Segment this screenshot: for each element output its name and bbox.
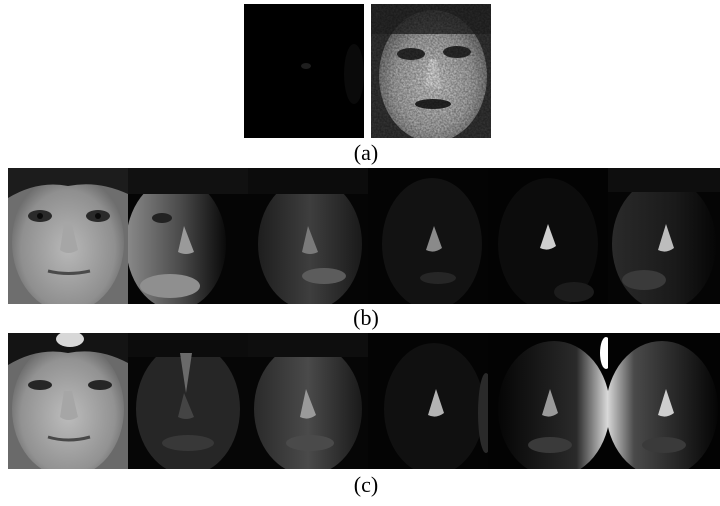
face-image-c6 (608, 333, 720, 469)
row-c (8, 333, 720, 469)
face-image-b1 (8, 168, 128, 304)
face-image-b2 (128, 168, 248, 304)
caption-c: (c) (353, 472, 379, 497)
face-image-b5 (488, 168, 608, 304)
face-image-c2 (128, 333, 248, 469)
row-a (244, 4, 491, 138)
face-image-b3 (248, 168, 368, 304)
face-image-b6 (608, 168, 720, 304)
face-image-c3 (248, 333, 368, 469)
caption-b: (b) (353, 305, 379, 330)
face-image-c1 (8, 333, 128, 469)
caption-a: (a) (353, 140, 379, 165)
row-b (8, 168, 720, 304)
face-image-b4 (368, 168, 488, 304)
face-image-c5 (488, 333, 608, 469)
face-image-a1 (244, 4, 364, 138)
face-image-a2 (371, 4, 491, 138)
face-image-c4 (368, 333, 488, 469)
